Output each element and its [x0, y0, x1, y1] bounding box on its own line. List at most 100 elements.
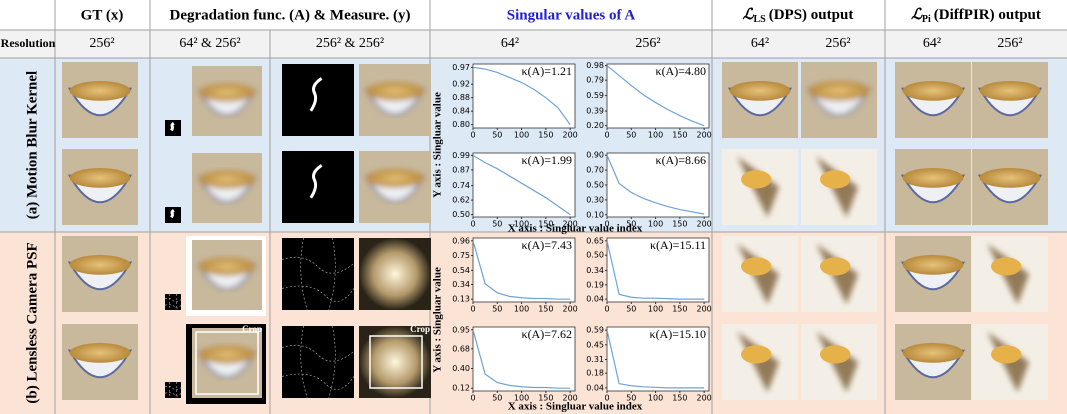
photo	[972, 324, 1048, 400]
y-tick-label: 0.50	[452, 210, 470, 219]
photo	[895, 324, 971, 400]
photo-bg	[165, 382, 181, 398]
photo	[801, 62, 877, 138]
x-tick-label: 150	[672, 305, 687, 314]
photo	[165, 207, 181, 223]
x-tick-label: 50	[626, 305, 636, 314]
y-tick-label: 0.70	[586, 166, 604, 175]
x-tick-label: 150	[538, 305, 553, 314]
kappa-label: κ(A)=15.10	[650, 327, 706, 341]
x-tick-label: 50	[626, 394, 636, 403]
x-tick-label: 150	[672, 394, 687, 403]
kappa-label: κ(A)=15.11	[650, 238, 706, 252]
photo	[192, 240, 262, 310]
cup-tea	[199, 346, 255, 364]
x-tick-label: 50	[492, 394, 502, 403]
kappa-label: κ(A)=7.43	[522, 238, 572, 252]
x-tick-label: 0	[470, 131, 475, 140]
x-tick-label: 200	[563, 220, 578, 229]
x-tick-label: 50	[492, 131, 502, 140]
cup-tea	[199, 258, 255, 276]
photo	[282, 151, 354, 223]
resolution: 64² & 256²	[179, 36, 240, 51]
cup-tea	[199, 84, 255, 102]
x-tick-label: 0	[604, 131, 609, 140]
photo-bg	[165, 294, 181, 310]
cup-tea	[366, 82, 424, 101]
cup-tea	[366, 169, 424, 188]
subscript: Pi	[922, 14, 931, 25]
x-tick-label: 200	[697, 131, 712, 140]
resolution: 256²	[825, 36, 850, 51]
photo-bg	[282, 151, 354, 223]
artifact	[741, 257, 771, 275]
y-tick-label: 0.10	[586, 210, 604, 219]
y-tick-label: 0.68	[452, 344, 470, 353]
y-axis-label: Y axis : Singluar value	[432, 92, 444, 198]
x-tick-label: 50	[626, 220, 636, 229]
y-tick-label: 0.45	[586, 340, 604, 349]
row-label: (b) Lensless Camera PSF	[24, 242, 40, 403]
x-tick-label: 200	[697, 220, 712, 229]
photo	[359, 64, 431, 136]
x-tick-label: 50	[492, 305, 502, 314]
y-tick-label: 0.50	[586, 181, 604, 190]
artifact	[991, 345, 1021, 363]
y-tick-label: 0.50	[586, 251, 604, 260]
resolution-row-bg	[0, 30, 1067, 58]
y-tick-label: 0.99	[452, 151, 470, 160]
artifact	[741, 345, 771, 363]
photo	[192, 153, 262, 223]
header-gt: GT (x)	[81, 7, 124, 23]
x-tick-label: 0	[470, 220, 475, 229]
resolution: 256²	[997, 36, 1022, 51]
cup-tea	[70, 343, 131, 363]
photo	[895, 62, 971, 138]
y-tick-label: 0.40	[452, 364, 470, 373]
kappa-label: κ(A)=4.80	[656, 64, 706, 78]
artifact	[820, 345, 850, 363]
cup-tea	[903, 168, 964, 188]
cup-tea	[980, 168, 1041, 188]
header-text: (DiffPIR) output	[934, 7, 1041, 23]
x-tick-label: 150	[672, 220, 687, 229]
artifact	[991, 257, 1021, 275]
artifact	[741, 170, 771, 188]
y-tick-label: 0.04	[586, 383, 604, 392]
x-tick-label: 100	[514, 220, 529, 229]
x-tick-label: 100	[648, 131, 663, 140]
x-tick-label: 100	[648, 394, 663, 403]
kernel	[171, 123, 173, 130]
x-tick-label: 200	[563, 305, 578, 314]
photo-bg	[359, 238, 431, 310]
resolution: 64²	[501, 36, 519, 51]
cup-tea	[70, 168, 131, 188]
cup-tea	[980, 81, 1041, 101]
y-axis-label: Y axis : Singluar value	[432, 267, 444, 373]
resolution: 256²	[635, 36, 660, 51]
photo	[972, 236, 1048, 312]
y-tick-label: 0.39	[586, 107, 604, 116]
y-tick-label: 0.18	[586, 369, 604, 378]
y-tick-label: 0.31	[586, 355, 604, 364]
subscript: LS	[753, 14, 766, 25]
cup-tea	[903, 255, 964, 275]
photo	[62, 324, 138, 400]
crop-label: Crop	[242, 324, 262, 334]
photo	[62, 62, 138, 138]
y-tick-label: 0.62	[452, 196, 470, 205]
photo-bg	[282, 64, 354, 136]
x-tick-label: 50	[492, 220, 502, 229]
photo	[722, 149, 798, 225]
kernel	[171, 210, 173, 217]
cup-tea	[70, 255, 131, 275]
x-tick-label: 0	[470, 305, 475, 314]
photo	[359, 151, 431, 223]
x-tick-label: 0	[604, 394, 609, 403]
y-tick-label: 0.97	[452, 63, 470, 72]
y-tick-label: 0.34	[586, 266, 604, 275]
y-tick-label: 0.19	[586, 280, 604, 289]
y-tick-label: 0.96	[452, 236, 470, 245]
y-tick-label: 0.79	[586, 76, 604, 85]
header-singular: Singular values of A	[507, 7, 636, 23]
